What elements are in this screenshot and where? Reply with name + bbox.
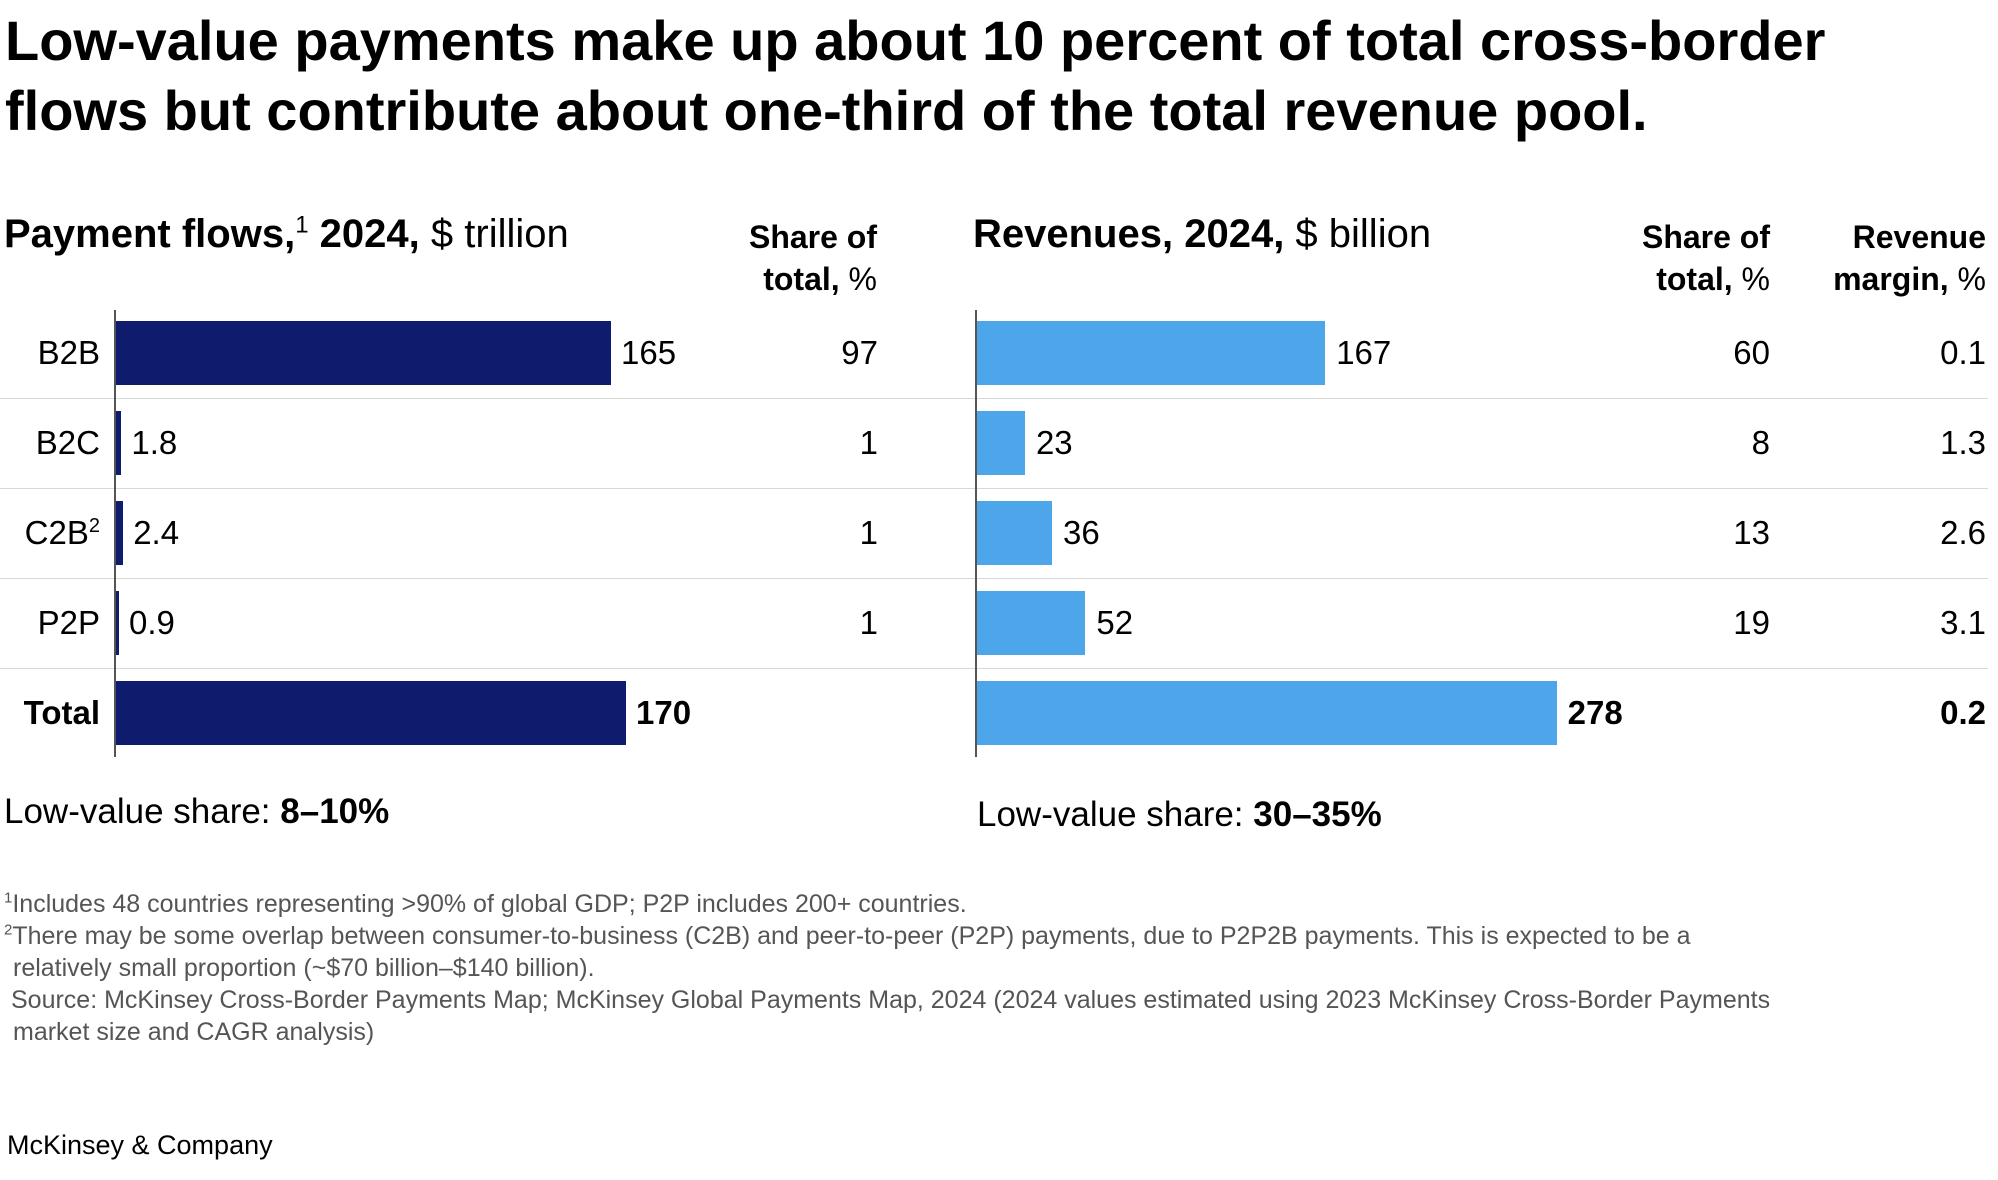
share-header-unit: % <box>839 261 877 297</box>
revenues-bar <box>977 681 1557 745</box>
revenues-title-bold: Revenues, 2024, <box>973 212 1285 256</box>
row-separator <box>0 578 1988 579</box>
revenues-bar <box>977 501 1053 565</box>
payment-flows-bar <box>116 681 626 745</box>
payment-flows-share-value: 1 <box>859 514 878 551</box>
payment-flows-bar <box>116 411 122 475</box>
rev-share-header-unit: % <box>1732 261 1770 297</box>
payment-flows-bar <box>116 501 124 565</box>
revenues-bar <box>977 321 1326 385</box>
payment-flows-bar <box>116 591 119 655</box>
payment-flows-title-year: 2024, <box>308 212 420 256</box>
margin-header-line1: Revenue <box>1852 219 1986 255</box>
rev-share-header-line2: total, <box>1656 261 1733 297</box>
payment-flows-share-header: Share of total, % <box>640 216 877 300</box>
payment-flows-title-bold: Payment flows, <box>4 212 296 256</box>
payment-flows-bar <box>116 321 611 385</box>
footnote-2-continued: relatively small proportion (~$70 billio… <box>13 954 595 982</box>
revenues-value-label: 52 <box>1096 604 1134 641</box>
category-label: C2B2 <box>0 513 100 553</box>
category-label-text: P2P <box>37 604 100 641</box>
revenues-value-label: 36 <box>1063 514 1100 551</box>
row-separator <box>0 398 1988 399</box>
payment-flows-footnote-marker: 1 <box>295 211 309 239</box>
source-note-continued: market size and CAGR analysis) <box>13 1018 375 1046</box>
revenue-margin-value: 1.3 <box>1940 424 1986 461</box>
revenues-share-value: 60 <box>1733 334 1770 371</box>
category-label-text: Total <box>23 694 100 731</box>
category-label-text: B2C <box>35 424 100 461</box>
category-label: B2B <box>0 333 100 373</box>
payment-flows-value-label: 170 <box>636 694 692 731</box>
payment-flows-unit: $ trillion <box>419 212 569 256</box>
revenues-share-header: Share of total, % <box>1530 216 1770 300</box>
margin-header-unit: % <box>1948 261 1986 297</box>
row-separator <box>0 668 1988 669</box>
payment-flows-value-label: 2.4 <box>133 514 180 551</box>
category-label-text: C2B <box>24 514 89 551</box>
margin-header-line2: margin, <box>1833 261 1949 297</box>
footnote-1: 1Includes 48 countries representing >90%… <box>4 888 967 920</box>
payment-flows-share-value: 1 <box>859 424 878 461</box>
payment-flows-share-value: 97 <box>841 334 878 371</box>
rev-low-value-label: Low-value share: <box>977 795 1254 834</box>
footnote-2-marker: 2 <box>4 921 13 939</box>
revenues-bar <box>977 591 1086 655</box>
revenue-margin-value: 0.2 <box>1940 694 1986 731</box>
payment-flows-title: Payment flows,1 2024, $ trillion <box>4 210 569 258</box>
revenues-value-label: 167 <box>1336 334 1392 371</box>
revenue-margin-value: 2.6 <box>1940 514 1986 551</box>
revenues-title: Revenues, 2024, $ billion <box>973 210 1431 258</box>
share-header-line2: total, <box>763 261 840 297</box>
rev-share-header-line1: Share of <box>1641 219 1770 255</box>
footnote-2: 2There may be some overlap between consu… <box>4 920 1691 952</box>
payment-flows-low-value-share: Low-value share: 8–10% <box>4 790 389 834</box>
category-label: B2C <box>0 423 100 463</box>
category-label: P2P <box>0 603 100 643</box>
payment-flows-share-value: 1 <box>859 604 878 641</box>
low-value-label: Low-value share: <box>4 792 281 831</box>
category-label: Total <box>0 693 100 733</box>
category-footnote-marker: 2 <box>88 515 100 537</box>
footnote-1-text: Includes 48 countries representing >90% … <box>12 890 967 918</box>
revenues-low-value-share: Low-value share: 30–35% <box>977 793 1382 837</box>
footnote-1-marker: 1 <box>4 889 13 907</box>
rev-low-value-value: 30–35% <box>1253 795 1382 834</box>
revenue-margin-header: Revenue margin, % <box>1750 216 1986 300</box>
source-note: Source: McKinsey Cross-Border Payments M… <box>11 986 1771 1014</box>
payment-flows-axis <box>114 310 116 757</box>
payment-flows-value-label: 1.8 <box>131 424 178 461</box>
chart-title: Low-value payments make up about 10 perc… <box>5 9 1826 142</box>
footnote-2-text: There may be some overlap between consum… <box>12 922 1691 950</box>
payment-flows-value-label: 0.9 <box>129 604 175 641</box>
revenues-bar <box>977 411 1025 475</box>
revenues-unit: $ billion <box>1284 212 1432 256</box>
revenues-share-value: 19 <box>1733 604 1770 641</box>
payment-flows-value-label: 165 <box>621 334 677 371</box>
category-label-text: B2B <box>37 334 100 371</box>
revenue-margin-value: 0.1 <box>1940 334 1986 371</box>
revenues-value-label: 23 <box>1035 424 1073 461</box>
revenue-margin-value: 3.1 <box>1940 604 1986 641</box>
revenues-axis <box>975 310 977 757</box>
revenues-share-value: 8 <box>1751 424 1770 461</box>
share-header-line1: Share of <box>748 219 877 255</box>
revenues-share-value: 13 <box>1733 514 1770 551</box>
row-separator <box>0 488 1988 489</box>
brand-logo-text: McKinsey & Company <box>7 1130 273 1160</box>
low-value-value: 8–10% <box>280 792 390 831</box>
revenues-value-label: 278 <box>1567 694 1623 731</box>
